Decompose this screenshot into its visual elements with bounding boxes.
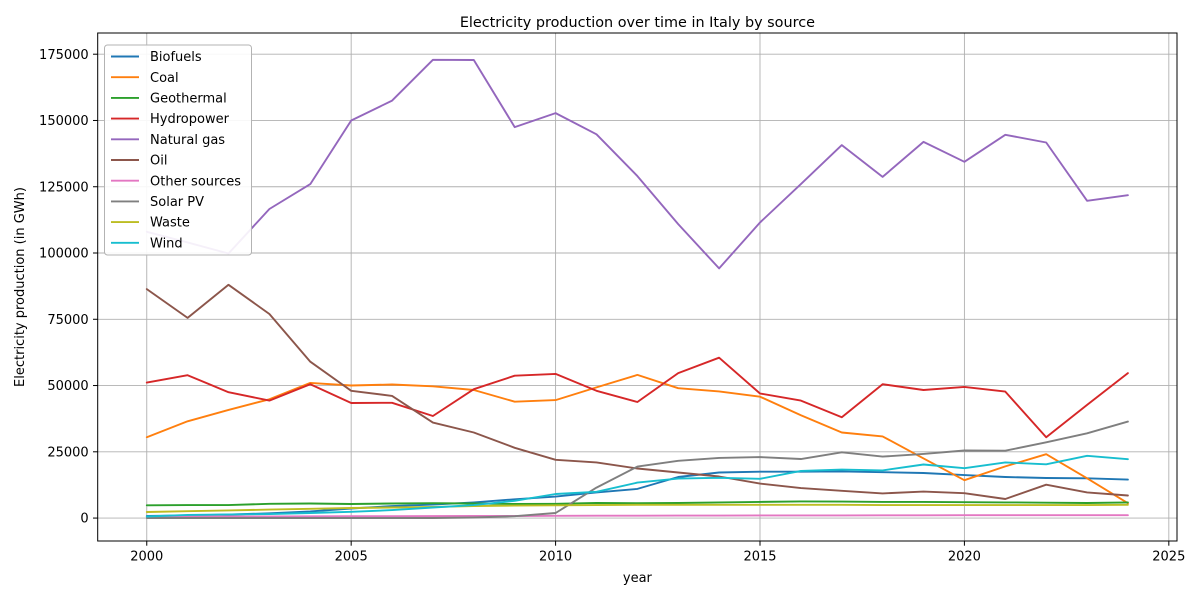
axis-ticks: 0 25000 50000 75000 100000 125000 150000 175000… (39, 48, 1185, 565)
legend-item-other-sources: Other sources (111, 174, 241, 189)
legend-item-geothermal: Geothermal (111, 92, 227, 107)
legend-item-solar-pv: Solar PV (111, 195, 204, 210)
legend-box (104, 44, 252, 256)
series-line-waste (145, 503, 1129, 513)
legend-label-oil: Oil (150, 154, 167, 169)
series-line-geothermal (145, 500, 1129, 507)
tick-label-y-25000: 25000 (47, 445, 88, 460)
series-line-biofuels (145, 470, 1129, 517)
legend-label-wind: Wind (150, 236, 183, 251)
legend-label-waste: Waste (150, 216, 190, 231)
series-line-natural-gas (145, 58, 1129, 270)
legend-item-wind: Wind (111, 236, 183, 251)
series-line-solar-pv (145, 420, 1129, 519)
chart-title: Electricity production over time in Ital… (460, 15, 815, 31)
tick-label-x-2015: 2015 (743, 550, 776, 565)
tick-label-x-2000: 2000 (130, 550, 163, 565)
series-lines (145, 58, 1129, 519)
legend-label-hydropower: Hydropower (150, 112, 230, 127)
tick-label-y-50000: 50000 (47, 379, 88, 394)
tick-label-y-75000: 75000 (47, 313, 88, 328)
series-line-wind (145, 454, 1129, 518)
tick-label-y-125000: 125000 (39, 180, 89, 195)
legend-label-biofuels: Biofuels (150, 50, 202, 65)
legend-label-solar-pv: Solar PV (150, 195, 204, 210)
legend-item-oil: Oil (111, 154, 167, 169)
legend-item-coal: Coal (111, 71, 179, 86)
tick-label-y-0: 0 (80, 512, 88, 527)
y-axis-label: Electricity production (in GWh) (13, 187, 28, 387)
series-line-hydropower (145, 356, 1129, 439)
legend: Biofuels Coal Geothermal Hydropower Natural … (104, 44, 252, 256)
legend-item-biofuels: Biofuels (111, 50, 202, 65)
legend-label-geothermal: Geothermal (150, 92, 227, 107)
legend-label-coal: Coal (150, 71, 179, 86)
series-line-oil (145, 283, 1129, 500)
tick-label-x-2020: 2020 (948, 550, 981, 565)
legend-label-natural-gas: Natural gas (150, 133, 225, 148)
tick-label-x-2005: 2005 (335, 550, 368, 565)
legend-label-other-sources: Other sources (150, 174, 241, 189)
series-line-other-sources (145, 514, 1129, 518)
axes-border (97, 32, 1178, 542)
tick-label-x-2025: 2025 (1152, 550, 1185, 565)
tick-label-y-175000: 175000 (39, 48, 89, 63)
tick-label-x-2010: 2010 (539, 550, 572, 565)
gridlines (97, 33, 1177, 541)
legend-item-natural-gas: Natural gas (111, 133, 225, 148)
tick-label-y-150000: 150000 (39, 114, 89, 129)
legend-item-hydropower: Hydropower (111, 112, 230, 127)
x-axis-label: year (623, 571, 653, 586)
legend-item-waste: Waste (111, 216, 190, 231)
series-line-coal (145, 373, 1129, 505)
tick-label-y-100000: 100000 (39, 247, 89, 262)
